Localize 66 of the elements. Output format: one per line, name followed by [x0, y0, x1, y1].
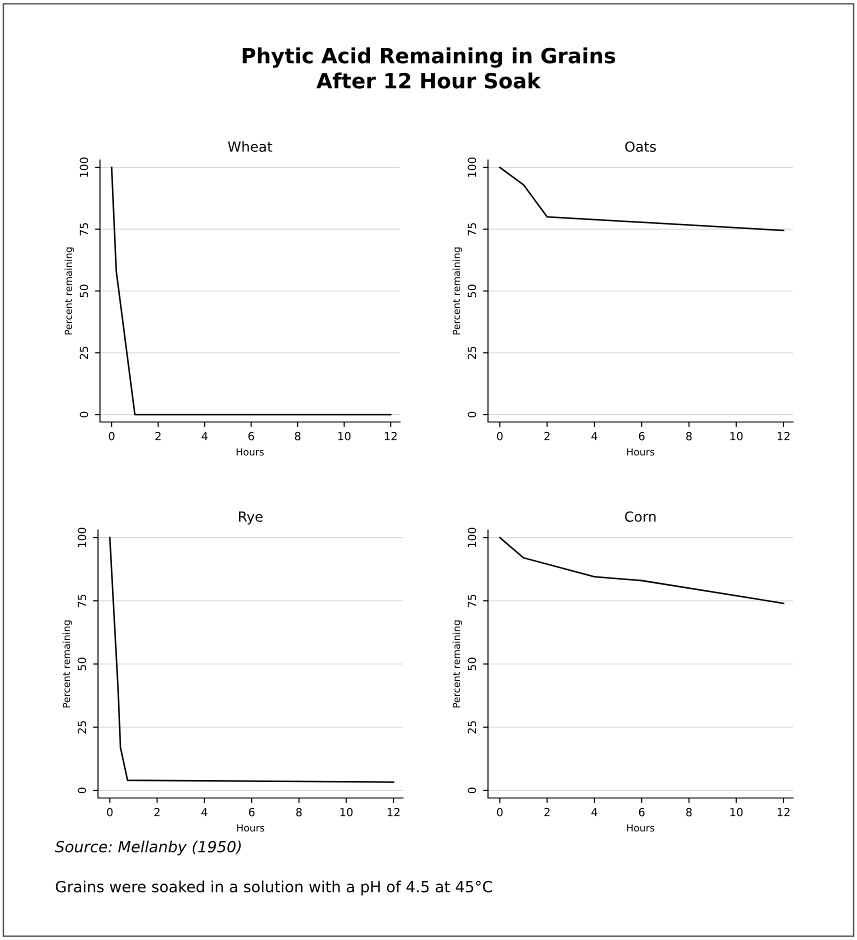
- y-tick-label: 75: [80, 223, 88, 236]
- y-tick-label: 100: [468, 528, 476, 547]
- y-tick-label: 25: [468, 346, 476, 360]
- x-tick-label: 12: [384, 432, 397, 440]
- x-tick-label: 4: [591, 432, 598, 440]
- chart-title: Oats: [625, 141, 656, 152]
- x-tick-label: 12: [388, 808, 400, 816]
- x-tick-label: 10: [730, 432, 743, 440]
- y-axis-title: Percent remaining: [64, 248, 74, 334]
- y-axis-title: Percent remaining: [452, 248, 462, 334]
- line-series: [499, 166, 784, 232]
- x-axis-title: Hours: [627, 824, 654, 832]
- y-axis-title: Percent remaining: [452, 620, 462, 708]
- x-tick-label: 0: [497, 808, 503, 816]
- x-tick-label: 2: [154, 808, 160, 816]
- x-tick-label: 2: [155, 432, 161, 440]
- y-tick-label: 100: [80, 158, 88, 177]
- y-tick-label: 25: [80, 346, 88, 360]
- chart-title: Rye: [239, 512, 263, 525]
- y-tick-label: 0: [80, 412, 88, 418]
- x-axis-title: Hours: [627, 448, 654, 456]
- x-tick-label: 0: [497, 432, 503, 440]
- y-tick-label: 0: [468, 788, 476, 794]
- x-tick-label: 6: [248, 432, 254, 440]
- chart-title: Wheat: [228, 141, 272, 152]
- y-tick-label: 50: [80, 284, 88, 298]
- y-tick-label: 75: [468, 594, 476, 607]
- x-tick-label: 10: [340, 808, 353, 816]
- y-tick-label: 25: [468, 721, 476, 734]
- x-tick-label: 2: [544, 808, 550, 816]
- y-tick-label: 0: [78, 788, 86, 794]
- y-tick-label: 0: [468, 412, 476, 418]
- y-axis-title: Percent remaining: [62, 620, 72, 708]
- x-tick-label: 10: [338, 432, 351, 440]
- text: Phytic Acid Remaining in Grains After 12 Hour Soak: [242, 47, 616, 89]
- x-tick-label: 8: [294, 432, 300, 440]
- x-axis-title: Hours: [236, 448, 264, 456]
- y-tick-label: 50: [468, 284, 476, 298]
- x-tick-label: 6: [638, 808, 645, 816]
- x-tick-label: 8: [296, 808, 302, 816]
- x-axis-title: Hours: [237, 824, 264, 832]
- x-tick-label: 4: [201, 808, 208, 816]
- x-tick-label: 2: [544, 432, 550, 440]
- x-tick-label: 4: [591, 808, 598, 816]
- line-series: [499, 536, 784, 604]
- y-tick-label: 25: [78, 721, 86, 734]
- y-tick-label: 75: [468, 223, 476, 236]
- text: Grains were soaked in a solution with a pH of 4.5 at 45°C: [56, 880, 492, 896]
- x-tick-label: 4: [202, 432, 208, 440]
- x-tick-label: 6: [638, 432, 645, 440]
- x-tick-label: 12: [778, 432, 790, 440]
- line-series: [109, 536, 394, 783]
- x-tick-label: 10: [730, 808, 743, 816]
- x-tick-label: 8: [686, 432, 692, 440]
- x-tick-label: 0: [107, 808, 113, 816]
- y-tick-label: 75: [78, 594, 86, 607]
- source-note: Source: Mellanby (1950): [55, 840, 241, 856]
- x-tick-label: 0: [108, 432, 114, 440]
- chart-title: Corn: [625, 511, 656, 522]
- x-tick-label: 8: [686, 808, 692, 816]
- y-tick-label: 50: [468, 658, 476, 670]
- y-tick-label: 50: [78, 658, 86, 670]
- x-tick-label: 6: [248, 808, 255, 816]
- x-tick-label: 12: [778, 808, 790, 816]
- y-tick-label: 100: [468, 158, 476, 177]
- y-tick-label: 100: [78, 528, 86, 547]
